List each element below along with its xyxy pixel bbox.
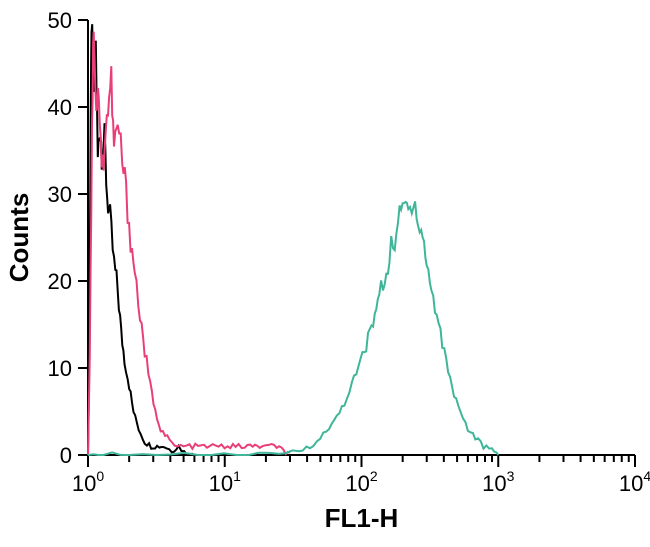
svg-text:0: 0 bbox=[60, 443, 72, 468]
x-axis-title: FL1-H bbox=[325, 503, 399, 533]
svg-text:50: 50 bbox=[48, 8, 72, 33]
chart-svg: 10010110210310401020304050FL1-HCounts bbox=[0, 0, 650, 547]
svg-text:30: 30 bbox=[48, 182, 72, 207]
svg-text:10: 10 bbox=[48, 356, 72, 381]
y-axis-title: Counts bbox=[4, 193, 34, 283]
svg-text:40: 40 bbox=[48, 95, 72, 120]
flow-cytometry-histogram: 10010110210310401020304050FL1-HCounts bbox=[0, 0, 650, 547]
svg-text:20: 20 bbox=[48, 269, 72, 294]
